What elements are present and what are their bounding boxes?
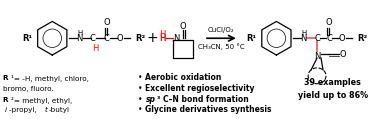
Text: -propyl,: -propyl, bbox=[9, 107, 39, 113]
Text: R: R bbox=[3, 75, 8, 81]
Text: O: O bbox=[104, 18, 110, 27]
Text: CuCl/O₂: CuCl/O₂ bbox=[208, 27, 235, 33]
Text: H: H bbox=[302, 30, 307, 36]
Text: C: C bbox=[90, 34, 96, 43]
Text: H: H bbox=[159, 30, 166, 39]
Text: H: H bbox=[77, 30, 83, 36]
Text: ²= methyl, ethyl,: ²= methyl, ethyl, bbox=[11, 97, 72, 104]
Text: C: C bbox=[104, 34, 110, 43]
Text: R¹: R¹ bbox=[246, 34, 257, 43]
Text: N: N bbox=[173, 34, 180, 43]
Text: N: N bbox=[300, 34, 306, 43]
Text: C: C bbox=[326, 34, 332, 43]
Text: •: • bbox=[138, 84, 142, 93]
Text: R¹: R¹ bbox=[22, 34, 33, 43]
Text: CH₃CN, 50 °C: CH₃CN, 50 °C bbox=[198, 43, 245, 50]
Text: ¹= -H, methyl, chloro,: ¹= -H, methyl, chloro, bbox=[11, 75, 88, 82]
Text: O: O bbox=[116, 34, 123, 43]
Text: R: R bbox=[3, 97, 8, 103]
Text: R²: R² bbox=[136, 34, 146, 43]
Text: yield up to 86%: yield up to 86% bbox=[298, 91, 368, 100]
Text: •: • bbox=[138, 105, 142, 114]
Text: Glycine derivatives synthesis: Glycine derivatives synthesis bbox=[146, 105, 272, 114]
Text: ³ C–N bond formation: ³ C–N bond formation bbox=[157, 95, 249, 104]
Text: i: i bbox=[5, 107, 7, 113]
Text: •: • bbox=[138, 73, 142, 82]
Text: +: + bbox=[147, 31, 158, 45]
Text: O: O bbox=[325, 18, 332, 27]
Text: Aerobic oxidation: Aerobic oxidation bbox=[146, 73, 222, 82]
Text: O: O bbox=[339, 50, 346, 59]
Text: -butyl: -butyl bbox=[48, 107, 69, 113]
Text: O: O bbox=[180, 22, 186, 31]
Text: R²: R² bbox=[358, 34, 368, 43]
Text: N: N bbox=[314, 52, 320, 61]
Text: Excellent regioselectivity: Excellent regioselectivity bbox=[146, 84, 255, 93]
Text: bromo, fluoro.: bromo, fluoro. bbox=[3, 86, 53, 92]
Text: H: H bbox=[159, 34, 166, 43]
Text: t: t bbox=[44, 107, 47, 113]
Text: C: C bbox=[314, 34, 320, 43]
Text: 39 examples: 39 examples bbox=[305, 78, 361, 87]
Text: •: • bbox=[138, 95, 142, 104]
Text: H: H bbox=[92, 44, 98, 53]
Text: O: O bbox=[339, 34, 345, 43]
Text: H: H bbox=[159, 34, 166, 43]
Text: N: N bbox=[76, 34, 82, 43]
Text: sp: sp bbox=[146, 95, 155, 104]
